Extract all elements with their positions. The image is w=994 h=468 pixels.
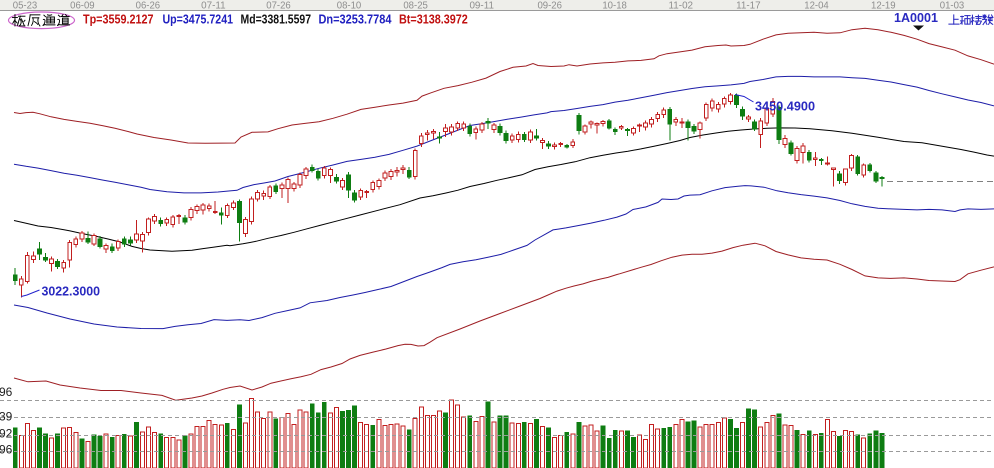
svg-text:1A0001: 1A0001 [894,11,938,25]
svg-text:09-26: 09-26 [537,1,562,12]
svg-text:11-02: 11-02 [669,1,694,12]
svg-text:08-25: 08-25 [403,1,428,12]
svg-text:07-11: 07-11 [201,1,226,12]
svg-text:01-03: 01-03 [940,1,965,12]
svg-text:10-18: 10-18 [602,1,627,12]
svg-text:Up=3475.7241: Up=3475.7241 [163,13,234,27]
svg-text:12-19: 12-19 [871,1,896,12]
svg-text:06-26: 06-26 [136,1,161,12]
svg-text:12-04: 12-04 [804,1,829,12]
svg-text:3022.3000: 3022.3000 [42,284,101,299]
svg-text:05-23: 05-23 [13,1,38,12]
svg-text:07-26: 07-26 [266,1,291,12]
svg-text:08-10: 08-10 [337,1,362,12]
svg-text:09-11: 09-11 [469,1,494,12]
svg-text:11-17: 11-17 [736,1,761,12]
svg-text:Tp=3559.2127: Tp=3559.2127 [83,13,154,27]
svg-text:Bt=3138.3972: Bt=3138.3972 [399,13,468,27]
svg-text:Dn=3253.7784: Dn=3253.7784 [319,13,392,27]
svg-text:96: 96 [0,443,13,457]
svg-text:39: 39 [0,410,13,424]
svg-text:3450.4900: 3450.4900 [755,99,815,114]
svg-text:96: 96 [0,385,13,399]
svg-text:Md=3381.5597: Md=3381.5597 [241,13,312,27]
svg-text:06-09: 06-09 [70,1,95,12]
svg-text:92: 92 [0,427,13,441]
